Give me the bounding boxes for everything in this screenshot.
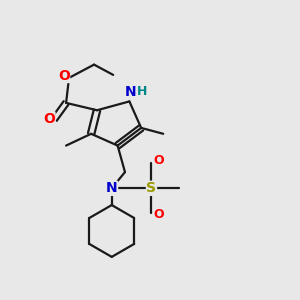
Text: O: O: [154, 208, 164, 221]
Text: H: H: [136, 85, 147, 98]
Text: N: N: [125, 85, 137, 99]
Text: O: O: [154, 154, 164, 167]
Text: S: S: [146, 181, 157, 195]
Text: N: N: [106, 181, 118, 195]
Text: O: O: [43, 112, 55, 126]
Text: O: O: [58, 68, 70, 83]
